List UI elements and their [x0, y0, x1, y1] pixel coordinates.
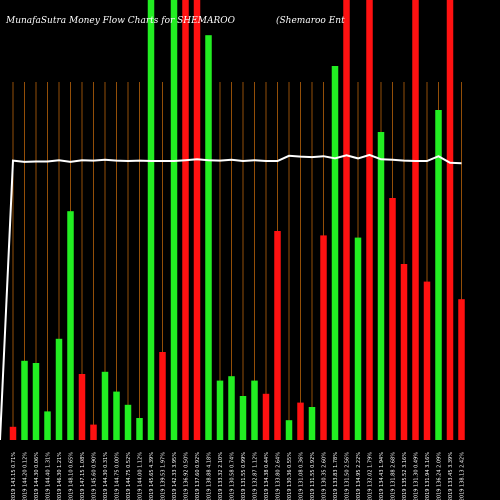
tick-label-25: 09 Fri 2019 131.08 0.36%	[298, 452, 304, 500]
bar-20	[239, 396, 247, 440]
bar-27	[320, 235, 327, 440]
bar-28	[331, 66, 339, 440]
bar-14	[170, 0, 178, 440]
bar-38	[446, 0, 454, 440]
bar-15	[182, 0, 189, 440]
bar-35	[412, 0, 419, 440]
bar-2	[32, 363, 40, 440]
bar-39	[458, 299, 465, 440]
bar-30	[354, 237, 362, 440]
bar-12	[147, 0, 155, 440]
tick-label-11: 29 Thu 2019 144.00 1.12%	[137, 452, 143, 500]
tick-label-38: 21 Tue 2019 133.45 3.39%	[448, 452, 454, 500]
tick-label-20: 16 Fri 2019 131.55 0.99%	[241, 452, 247, 500]
tick-label-5: 06 Fri 2019 148.10 0.65%	[68, 452, 74, 500]
tick-label-19: 19 Mon 2019 130.58 0.74%	[229, 452, 235, 500]
tick-label-8: 03 Tue 2019 144.30 0.31%	[103, 452, 109, 500]
tick-label-32: 29 Wed 2019 134.43 1.94%	[379, 452, 385, 500]
tick-label-36: 23 Thu 2019 131.94 3.16%	[425, 452, 431, 500]
bar-6	[78, 374, 86, 440]
chart-tick-labels: 13 Fri 2019 143.15 0.71% 12 Thu 2019 144.…	[11, 452, 465, 500]
tick-label-28: 04 Tue 2019 133.83 1.78%	[333, 452, 339, 500]
tick-label-18: 20 Tue 2019 133.32 2.10%	[218, 452, 224, 500]
bar-29	[343, 0, 350, 440]
chart-bars	[9, 0, 465, 440]
bar-9	[113, 391, 120, 440]
bar-21	[251, 380, 258, 440]
tick-label-33: 28 Tue 2019 131.88 2.68%	[390, 452, 396, 500]
tick-label-31: 30 Thu 2019 132.02 1.79%	[367, 452, 373, 500]
bar-4	[55, 338, 63, 440]
tick-label-39: 20 Mon 2019 138.13 2.42%	[459, 452, 465, 500]
tick-label-30: 31 Fri 2019 134.95 2.22%	[356, 452, 362, 500]
bar-22	[262, 393, 270, 440]
bar-36	[423, 281, 431, 440]
bar-37	[435, 110, 442, 440]
tick-label-35: 24 Fri 2019 131.30 0.49%	[413, 452, 419, 500]
bar-1	[21, 360, 28, 440]
tick-label-22: 14 Wed 2019 134.38 0.44%	[264, 452, 270, 500]
tick-label-13: 27 Tue 2019 139.53 1.97%	[160, 452, 166, 500]
tick-label-26: 08 Thu 2019 131.55 0.92%	[310, 452, 316, 500]
bar-19	[228, 376, 235, 440]
company-name: (Shemaroo Ent	[276, 16, 345, 26]
tick-label-37: 22 Wed 2019 136.24 2.09%	[436, 452, 442, 500]
bar-13	[159, 352, 166, 440]
bar-3	[44, 411, 51, 440]
tick-label-6: 05 Thu 2019 147.15 1.08%	[80, 452, 86, 500]
bar-34	[400, 264, 408, 440]
tick-label-10: 30 Fri 2019 144.75 0.52%	[126, 452, 132, 500]
bar-5	[67, 211, 74, 440]
bar-17	[205, 35, 212, 440]
tick-label-9: 02 Mon 2019 144.75 0.00%	[114, 452, 120, 500]
tick-label-27: 07 Wed 2019 130.35 2.60%	[321, 452, 327, 500]
tick-label-29: 03 Mon 2019 131.50 2.56%	[344, 452, 350, 500]
bar-24	[285, 420, 293, 440]
bar-10	[124, 404, 132, 440]
tick-label-24: 12 Mon 2019 130.36 0.55%	[287, 452, 293, 500]
bar-0	[9, 426, 17, 440]
tick-label-2: 11 Wed 2019 144.30 0.06%	[34, 452, 40, 500]
bar-7	[90, 424, 97, 440]
bar-32	[377, 132, 385, 440]
bar-11	[136, 418, 143, 440]
tick-label-14: 26 Mon 2019 142.33 3.95%	[172, 452, 178, 500]
bar-26	[308, 407, 316, 440]
tick-label-1: 12 Thu 2019 144.20 0.12%	[22, 452, 28, 500]
bar-8	[101, 371, 109, 440]
bar-16	[193, 0, 201, 440]
tick-label-23: 13 Tue 2019 133.80 2.64%	[275, 452, 281, 500]
bar-33	[389, 198, 396, 440]
chart-title: MunafaSutra Money Flow Charts for SHEMAR…	[6, 16, 235, 26]
tick-label-3: 10 Tue 2019 144.40 1.31%	[45, 452, 51, 500]
tick-label-34: 25 Mon 2019 135.52 3.16%	[402, 452, 408, 500]
tick-label-15: 23 Fri 2019 136.92 0.50%	[183, 452, 189, 500]
tick-label-7: 04 Wed 2019 145.60 0.90%	[91, 452, 97, 500]
bar-25	[297, 402, 304, 440]
bar-23	[274, 231, 281, 440]
flow-line	[0, 153, 462, 441]
tick-label-21: 15 Thu 2019 132.87 1.12%	[252, 452, 258, 500]
tick-label-0: 13 Fri 2019 143.15 0.71%	[11, 452, 17, 500]
bar-31	[366, 0, 373, 440]
bar-18	[216, 380, 224, 440]
tick-label-4: 09 Mon 2019 146.30 1.21%	[57, 452, 63, 500]
tick-label-16: 22 Thu 2019 137.60 0.92%	[195, 452, 201, 500]
tick-label-17: 21 Wed 2019 138.88 4.18%	[206, 452, 212, 500]
tick-label-12: 28 Wed 2019 145.65 4.39%	[149, 452, 155, 500]
